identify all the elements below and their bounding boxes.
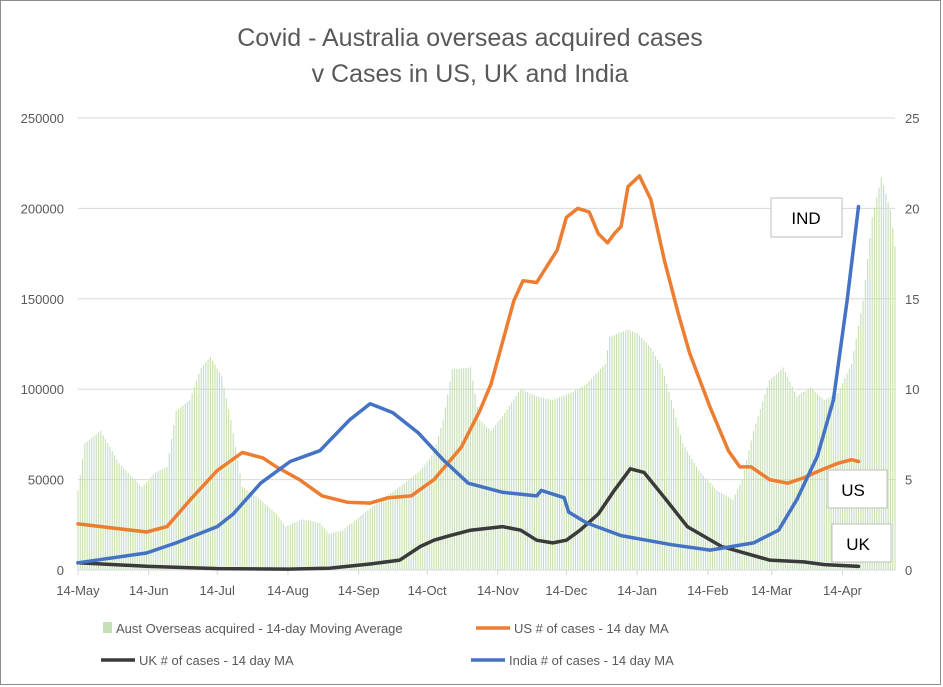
svg-text:UK: UK bbox=[846, 535, 870, 554]
chart-title-line-1: Covid - Australia overseas acquired case… bbox=[237, 24, 703, 52]
y-right-tick-label: 20 bbox=[905, 201, 919, 216]
legend-item-aust: Aust Overseas acquired - 14-day Moving A… bbox=[103, 621, 403, 636]
x-tick-label: 14-Dec bbox=[545, 583, 587, 598]
x-tick-label: 14-May bbox=[56, 583, 100, 598]
y-right-tick-label: 25 bbox=[905, 111, 919, 126]
x-tick-label: 14-Apr bbox=[823, 583, 863, 598]
x-tick-label: 14-Mar bbox=[751, 583, 793, 598]
svg-text:IND: IND bbox=[791, 209, 820, 228]
legend: Aust Overseas acquired - 14-day Moving A… bbox=[101, 621, 674, 668]
svg-text:India # of cases - 14 day MA: India # of cases - 14 day MA bbox=[509, 653, 674, 668]
y-left-tick-label: 100000 bbox=[21, 382, 64, 397]
label-us: US bbox=[827, 469, 888, 509]
series-line-uk bbox=[76, 467, 861, 571]
x-tick-label: 14-Jul bbox=[199, 583, 235, 598]
x-tick-label: 14-Sep bbox=[338, 583, 380, 598]
svg-text:UK # of cases - 14 day MA: UK # of cases - 14 day MA bbox=[139, 653, 294, 668]
legend-item-india: India # of cases - 14 day MA bbox=[471, 653, 674, 668]
label-ind: IND bbox=[770, 197, 843, 238]
y-left-tick-label: 200000 bbox=[21, 201, 64, 216]
y-right-tick-label: 0 bbox=[905, 563, 912, 578]
gridlines bbox=[78, 117, 895, 481]
legend-item-uk: UK # of cases - 14 day MA bbox=[101, 653, 294, 668]
svg-text:Aust Overseas acquired - 14-da: Aust Overseas acquired - 14-day Moving A… bbox=[116, 621, 403, 636]
y-left-tick-label: 0 bbox=[57, 563, 64, 578]
y-left-tick-label: 50000 bbox=[28, 473, 64, 488]
axes: 0 0 50000 5 100000 10 150000 15 200000 20 250000 25… bbox=[21, 111, 920, 598]
y-left-tick-label: 150000 bbox=[21, 292, 64, 307]
x-tick-label: 14-Feb bbox=[687, 583, 728, 598]
x-tick-label: 14-Jan bbox=[617, 583, 657, 598]
y-right-tick-label: 15 bbox=[905, 292, 919, 307]
legend-item-us: US # of cases - 14 day MA bbox=[476, 621, 669, 636]
series-lines bbox=[76, 174, 861, 571]
series-line-us bbox=[76, 174, 861, 534]
x-tick-label: 14-Nov bbox=[477, 583, 519, 598]
legend-swatch-aust bbox=[103, 622, 112, 633]
y-left-tick-label: 250000 bbox=[21, 111, 64, 126]
svg-text:US: US bbox=[841, 481, 865, 500]
label-uk: UK bbox=[831, 523, 892, 563]
x-tick-label: 14-Aug bbox=[267, 583, 309, 598]
x-tick-label: 14-Oct bbox=[408, 583, 447, 598]
x-tick-label: 14-Jun bbox=[129, 583, 169, 598]
series-line-ind bbox=[76, 204, 861, 565]
chart-title-line-2: v Cases in US, UK and India bbox=[312, 60, 629, 88]
aust-bars bbox=[77, 177, 896, 570]
y-right-tick-label: 5 bbox=[905, 473, 912, 488]
svg-text:US # of cases - 14 day MA: US # of cases - 14 day MA bbox=[514, 621, 669, 636]
y-right-tick-label: 10 bbox=[905, 382, 919, 397]
